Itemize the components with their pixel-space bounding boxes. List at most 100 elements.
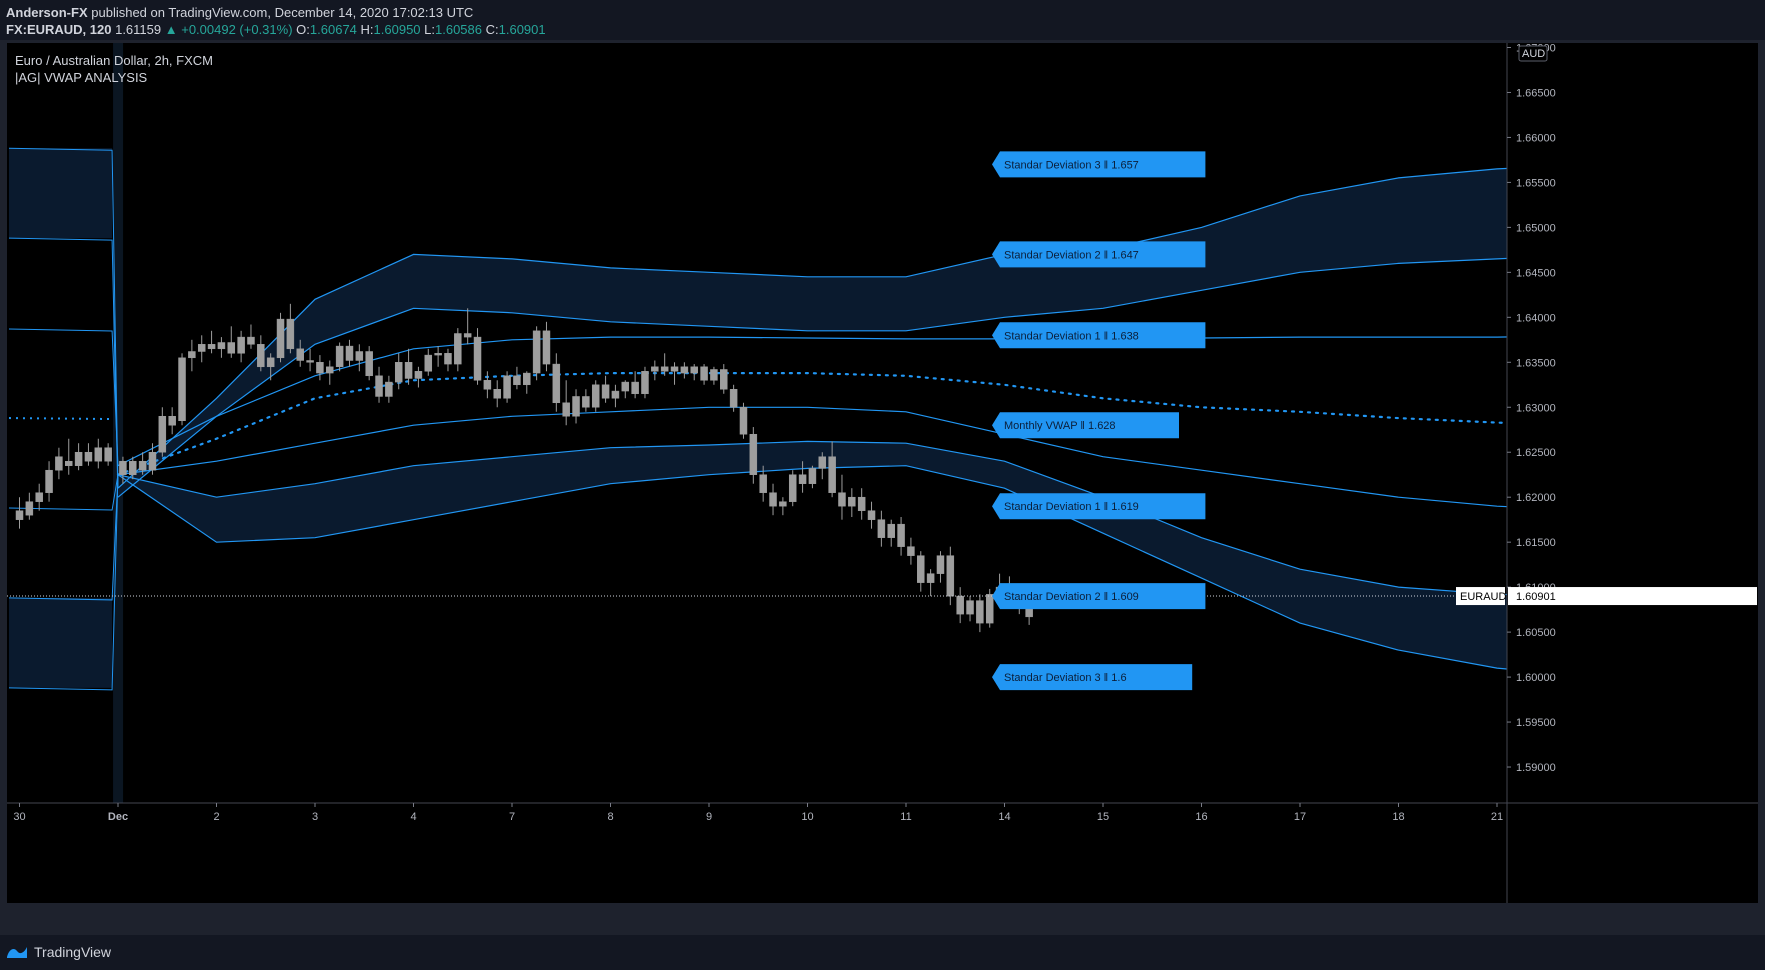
candle	[104, 443, 112, 466]
candle	[759, 465, 767, 502]
candle	[296, 339, 304, 367]
candle-body	[365, 351, 373, 377]
candle-body	[385, 381, 393, 397]
y-tick-label: 1.65500	[1516, 177, 1556, 189]
candle-body	[976, 600, 984, 624]
candle-body	[887, 523, 895, 538]
candle-body	[454, 333, 462, 365]
open-value: 1.60674	[309, 22, 357, 37]
candle-body	[217, 342, 226, 350]
brand-label: TradingView	[34, 944, 112, 960]
y-tick-label: 1.60000	[1516, 672, 1556, 684]
candle	[15, 497, 24, 529]
high-label: H:	[360, 22, 374, 37]
candle	[375, 366, 383, 403]
candle-body	[611, 390, 620, 399]
candle	[621, 380, 630, 399]
band-label-text: Monthly VWAP ‖ 1.628	[1004, 420, 1116, 432]
candle	[936, 551, 945, 583]
candle	[158, 407, 167, 457]
y-tick-label: 1.66000	[1516, 132, 1556, 144]
candle-body	[237, 336, 245, 354]
candle-body	[444, 353, 452, 365]
candle	[197, 335, 206, 363]
candle-body	[296, 348, 304, 361]
candle-body	[394, 362, 403, 383]
low-value: 1.60586	[435, 22, 482, 37]
candle	[523, 371, 531, 394]
chart-svg[interactable]: Standar Deviation 3 ‖ 1.657 Standar Devia…	[7, 43, 1758, 903]
candle-body	[591, 384, 600, 408]
candle-body	[25, 501, 34, 516]
candle-body	[276, 318, 285, 359]
band-label-text: Standar Deviation 1 ‖ 1.619	[1004, 501, 1139, 513]
candle-body	[808, 468, 817, 484]
candle	[946, 546, 955, 606]
candle	[631, 371, 639, 399]
vwap-line	[116, 372, 1597, 476]
band-label: Standar Deviation 3 ‖ 1.6	[992, 664, 1193, 691]
y-tick-label: 1.62500	[1516, 447, 1556, 459]
candle	[887, 519, 895, 547]
candle-body	[158, 416, 167, 453]
band-label: Standar Deviation 1 ‖ 1.619	[992, 493, 1206, 520]
band-line-l3	[117, 465, 1596, 678]
candle-body	[966, 600, 974, 615]
candle	[710, 366, 718, 385]
x-tick-label: 9	[706, 811, 712, 823]
candle-body	[15, 510, 24, 520]
candle-body	[227, 342, 236, 354]
candle	[641, 366, 649, 399]
candle-body	[503, 375, 511, 399]
candle	[562, 380, 570, 426]
y-tick-label: 1.64000	[1516, 312, 1556, 324]
candle	[94, 438, 103, 469]
candle	[651, 360, 659, 381]
tradingview-logo-icon	[7, 947, 27, 958]
prev-band-line-l1	[8, 474, 119, 511]
y-tick-label: 1.64500	[1516, 267, 1556, 279]
tradingview-brand[interactable]: TradingView	[6, 944, 111, 960]
candle	[857, 488, 866, 520]
candle-body	[247, 336, 255, 345]
candle	[35, 483, 43, 511]
candle-body	[375, 375, 383, 397]
candle-body	[513, 375, 521, 386]
x-tick-label: 8	[607, 811, 613, 823]
x-tick-label: 3	[312, 811, 318, 823]
candle	[168, 407, 176, 435]
band-label-bg	[992, 412, 1179, 439]
band-line-u3	[117, 163, 1596, 489]
candle-body	[877, 519, 886, 538]
chart-area[interactable]: Standar Deviation 3 ‖ 1.657 Standar Devia…	[7, 43, 1758, 903]
symbol-ohlc: FX:EURAUD, 120 1.61159 ▲ +0.00492 (+0.31…	[6, 22, 546, 37]
candle	[700, 364, 708, 385]
candle-body	[720, 369, 728, 390]
band-line-l1	[117, 406, 1596, 512]
candle	[779, 497, 787, 516]
candle-body	[552, 363, 561, 404]
candle	[582, 389, 590, 412]
candle	[355, 344, 364, 372]
y-tick-label: 1.63500	[1516, 357, 1556, 369]
candle	[345, 339, 354, 367]
footer-bar: TradingView	[0, 935, 1765, 970]
prev-band-line-l3	[8, 474, 119, 691]
candle-body	[828, 456, 836, 493]
author-name[interactable]: Anderson-FX	[6, 5, 88, 20]
candle-body	[660, 366, 669, 372]
candle-body	[897, 523, 905, 547]
candle-body	[907, 546, 915, 556]
candle-body	[207, 344, 216, 350]
candle	[365, 346, 373, 381]
candle-body	[621, 381, 630, 392]
candle-body	[562, 402, 570, 417]
candle	[552, 353, 561, 412]
candle	[956, 587, 964, 624]
band-label: Standar Deviation 3 ‖ 1.657	[992, 151, 1206, 178]
band-label-bg	[992, 322, 1206, 349]
candle	[424, 348, 433, 376]
candle	[473, 328, 482, 385]
band-label-bg	[992, 664, 1193, 691]
band-label: Standar Deviation 1 ‖ 1.638	[992, 322, 1206, 349]
